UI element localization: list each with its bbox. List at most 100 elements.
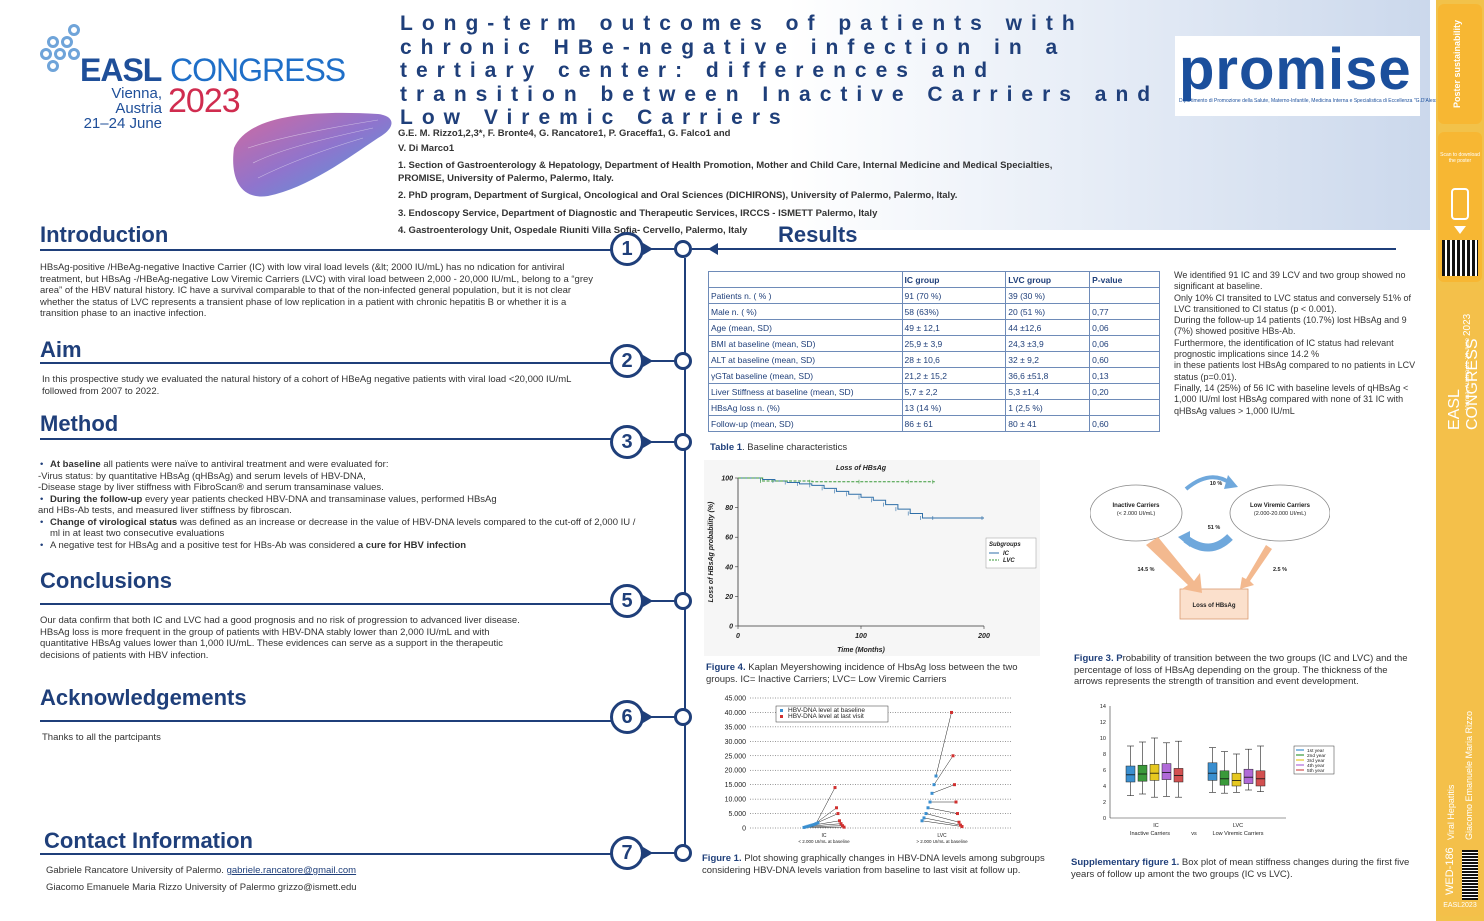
y-tick-label: 0 (742, 826, 746, 833)
y-tick-label: 0 (729, 624, 733, 631)
data-point (956, 812, 959, 816)
table-cell: 1 (2,5 %) (1005, 399, 1091, 416)
sustainability-text: Poster sustainability (1452, 19, 1462, 108)
connector-line (650, 360, 675, 362)
affiliation: 3. Endoscopy Service, Department of Diag… (398, 207, 878, 219)
congress-block: EASL CONGRESS Vienna, Austria 21-24 June… (1438, 290, 1482, 916)
section-number-badge: 7 (610, 836, 644, 870)
table-cell: 0,13 (1089, 367, 1160, 384)
y-tick-label: 20 (724, 594, 733, 601)
contact-heading: Contact Information (44, 828, 253, 853)
legend-label: 4th year (1307, 763, 1325, 769)
timeline-node (674, 240, 692, 258)
easl-logo-year: 2023 (168, 82, 241, 120)
table-row: Age (mean, SD) 49 ± 12,1 44 ±12,6 0,06 (708, 319, 1160, 336)
table-cell: 5,7 ± 2,2 (901, 383, 1007, 400)
data-point (922, 816, 926, 820)
introduction-divider (40, 249, 615, 251)
y-tick-label: 10 (1100, 736, 1106, 742)
y-tick-label: 80 (725, 505, 733, 512)
timeline-node (674, 844, 692, 862)
box (1207, 762, 1218, 781)
y-tick-label: 45.000 (725, 696, 747, 703)
phone-icon (1451, 188, 1469, 220)
data-point (841, 824, 844, 828)
results-paragraph: in these patients lost HBsAg compared to… (1174, 360, 1416, 382)
list-item: During the follow-up every year patients… (38, 494, 638, 506)
x-axis-label: Low Viremic Carriers (1213, 831, 1264, 837)
x-tick-label: 200 (977, 633, 990, 640)
box (1231, 772, 1242, 787)
y-tick-label: 15.000 (725, 782, 747, 789)
arrow-right-icon (643, 711, 653, 723)
arrow-right-icon (643, 847, 653, 859)
results-paragraph: Only 10% CI transited to LVC status and … (1174, 292, 1411, 314)
arrow-right-icon (643, 436, 653, 448)
table-row: Male n. ( %) 58 (63%) 20 (51 %) 0,77 (708, 303, 1160, 320)
data-point (806, 824, 810, 828)
y-tick-label: 5.000 (728, 811, 746, 818)
timeline-node (674, 592, 692, 610)
data-point (959, 823, 962, 827)
table-cell: 91 (70 %) (901, 287, 1007, 304)
legend-label: 3rd year (1307, 758, 1325, 764)
y-tick-label: 14 (1100, 704, 1106, 710)
conclusions-divider (40, 603, 615, 605)
qr-code-icon[interactable] (1442, 240, 1478, 276)
contact-divider (40, 853, 615, 855)
data-point (810, 823, 814, 827)
category-label: IC (822, 833, 827, 839)
box (1243, 768, 1254, 784)
arrow-down-icon (1454, 226, 1466, 234)
figure1-caption: Figure 1. Plot showing graphically chang… (702, 853, 1045, 876)
sustainability-badge: Poster sustainability (1438, 4, 1482, 124)
list-item: -Disease stage by liver stiffness with F… (38, 482, 384, 493)
easl-logo-brand: EASL (80, 52, 162, 88)
table1-caption: Table 1. Baseline characteristics (710, 442, 848, 453)
sidebar-topic: Viral Hepatitis (1446, 784, 1456, 840)
data-point (924, 812, 928, 816)
authors-block: G.E. M. Rizzo1,2,3*, F. Bronte4, G. Ranc… (398, 128, 1158, 240)
results-text: We identified 91 IC and 39 LCV and two g… (1174, 270, 1416, 417)
table-cell: 58 (63%) (901, 303, 1007, 320)
box (1149, 764, 1160, 781)
contact-email-link[interactable]: gabriele.rancatore@gmail.com (226, 865, 357, 876)
transition-diagram: Inactive Carriers (< 2.000 UI/mL) Low Vi… (1090, 475, 1330, 620)
results-paragraph: During the follow-up 14 patients (10.7%)… (1174, 315, 1407, 337)
data-point (808, 824, 812, 828)
category-label: > 2.000 UI/mL at baseline (916, 839, 968, 844)
scan-download-block: Scan to download the poster (1438, 132, 1482, 282)
section-number-badge: 5 (610, 584, 644, 618)
change-line (925, 813, 960, 823)
legend-label: 1st year (1307, 748, 1324, 754)
arrowhead-icon (1178, 531, 1190, 547)
table-row: HBsAg loss n. (%) 13 (14 %) 1 (2,5 %) (708, 399, 1160, 416)
change-line (931, 784, 955, 794)
y-tick-label: 35.000 (725, 724, 747, 731)
sidebar-code-footer: EASL2023 (1443, 902, 1477, 909)
figure3-caption: Figure 3. Probability of transition betw… (1074, 653, 1408, 687)
aim-text: In this prospective study we evaluated t… (42, 374, 572, 397)
arrowhead-icon (1224, 475, 1238, 489)
timeline-node (674, 433, 692, 451)
stiffness-box-plot: 0 2 4 6 8 10 12 14 IC LVC Inactive Carriers vs Low V… (1100, 704, 1335, 837)
contact-line: Gabriele Rancatore University of Palermo… (46, 865, 357, 876)
sidebar-poster-code: WED-186 (1444, 847, 1456, 895)
table-cell: 44 ±12,6 (1005, 319, 1091, 336)
edge-label: 10 % (1210, 481, 1223, 487)
connector-line (650, 248, 675, 250)
loss-node (1179, 588, 1249, 620)
easl-hex-logo-icon (38, 24, 82, 74)
results-paragraph: Furthermore, the identification of IC st… (1174, 337, 1394, 360)
section-number-badge: 2 (610, 344, 644, 378)
change-line (805, 825, 843, 828)
arrow-lvc-to-ic-icon (1183, 534, 1233, 552)
acknowledgements-divider (40, 720, 615, 722)
change-line (935, 712, 952, 777)
category-label: < 2.000 UI/mL at baseline (798, 839, 850, 844)
category-label: LVC (1233, 823, 1243, 829)
results-paragraph: We identified 91 IC and 39 LCV and two g… (1174, 270, 1406, 292)
table-cell: ALT at baseline (mean, SD) (708, 351, 903, 368)
supp-figure1-caption: Supplementary figure 1. Box plot of mean… (1071, 857, 1410, 880)
timeline-node (674, 708, 692, 726)
